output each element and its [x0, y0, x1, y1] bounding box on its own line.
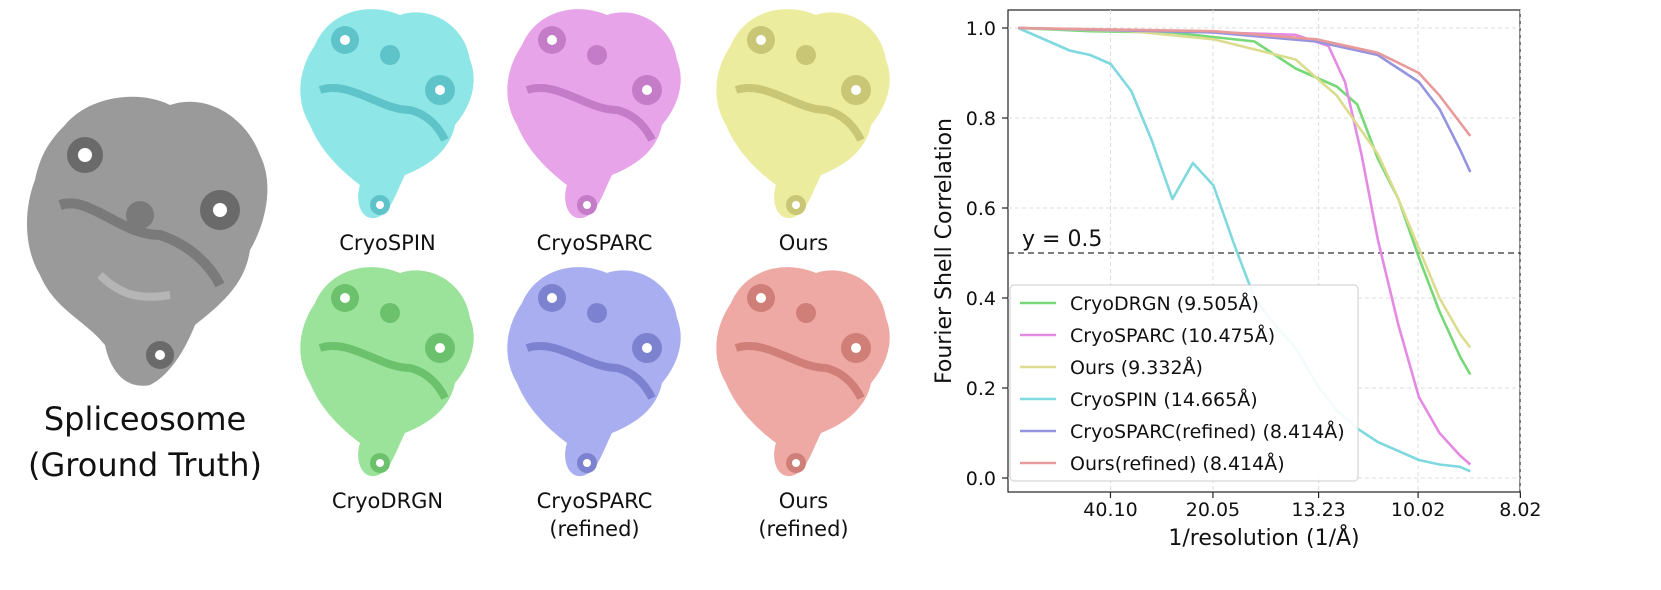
cryodrgn-caption: CryoDRGN	[280, 487, 495, 515]
cryosparc-refined-map	[507, 267, 681, 477]
series-line-5	[1018, 26, 1472, 137]
series-line-2	[1018, 26, 1472, 349]
cryodrgn-map	[300, 267, 474, 477]
ours-refined-caption-line2: (refined)	[758, 517, 849, 541]
cryospin-caption-line1: CryoSPIN	[339, 231, 436, 255]
ground-truth-map	[26, 96, 268, 386]
y-tick-label: 0.6	[966, 198, 996, 220]
legend-entry: CryoSPARC(refined) (8.414Å)	[1070, 420, 1345, 443]
legend-entry: CryoDRGN (9.505Å)	[1070, 292, 1259, 315]
cryosparc-refined-caption: CryoSPARC (refined)	[487, 487, 702, 543]
ground-truth-caption-line2: (Ground Truth)	[28, 446, 262, 484]
cryodrgn-caption-line1: CryoDRGN	[331, 489, 444, 513]
cryospin-caption: CryoSPIN	[280, 229, 495, 257]
ground-truth-caption: Spliceosome (Ground Truth)	[0, 396, 290, 488]
x-tick-label: 10.02	[1391, 499, 1445, 521]
y-tick-label: 1.0	[966, 18, 996, 40]
legend-box	[1009, 284, 1359, 482]
map-blob	[507, 267, 681, 477]
series-lines	[1017, 26, 1472, 473]
x-tick-label: 40.10	[1083, 499, 1137, 521]
axis-ticks: 0.0 0.2 0.4 0.6 0.8 1.0 40.10 20.05 13.23 10.02 8.…	[966, 18, 1542, 521]
map-blob	[300, 9, 474, 219]
legend-entry: Ours (9.332Å)	[1070, 356, 1203, 379]
y-tick-label: 0.4	[966, 288, 996, 310]
cryosparc-refined-caption-line2: (refined)	[549, 517, 640, 541]
reference-line-label: y = 0.5	[1022, 227, 1102, 252]
series-line-3	[1017, 26, 1471, 473]
series-line-4	[1018, 26, 1472, 173]
legend-entry: CryoSPIN (14.665Å)	[1070, 388, 1258, 411]
legend-entry: Ours(refined) (8.414Å)	[1070, 452, 1285, 475]
cryosparc-caption: CryoSPARC	[487, 229, 702, 257]
ground-truth-caption-line1: Spliceosome	[43, 400, 247, 438]
map-blob	[507, 9, 681, 219]
cryosparc-map	[507, 9, 681, 219]
x-tick-label: 8.02	[1499, 499, 1541, 521]
cryospin-map	[300, 9, 474, 219]
legend-entry: CryoSPARC (10.475Å)	[1070, 324, 1275, 347]
map-blob	[716, 9, 890, 219]
series-line-1	[1018, 26, 1472, 466]
x-tick-label: 13.23	[1291, 499, 1345, 521]
ground-truth-blob	[26, 96, 268, 386]
map-blob	[716, 267, 890, 477]
legend: CryoDRGN (9.505Å) CryoSPARC (10.475Å) Ours…	[1009, 284, 1359, 482]
cryosparc-refined-caption-line1: CryoSPARC	[536, 489, 653, 513]
ours-caption: Ours	[696, 229, 911, 257]
y-tick-label: 0.2	[966, 378, 996, 400]
x-axis-label: 1/resolution (1/Å)	[1168, 524, 1359, 551]
ours-refined-map	[716, 267, 890, 477]
ours-map	[716, 9, 890, 219]
cryosparc-caption-line1: CryoSPARC	[536, 231, 653, 255]
fsc-chart: 0.0 0.2 0.4 0.6 0.8 1.0 40.10 20.05 13.23 10.02 8.…	[932, 9, 1542, 551]
y-axis-label: Fourier Shell Correlation	[932, 118, 957, 384]
ours-refined-caption-line1: Ours	[778, 489, 829, 513]
map-blob	[300, 267, 474, 477]
ours-refined-caption: Ours (refined)	[696, 487, 911, 543]
x-tick-label: 20.05	[1186, 499, 1240, 521]
y-tick-label: 0.0	[966, 468, 996, 490]
y-tick-label: 0.8	[966, 108, 996, 130]
ours-caption-line1: Ours	[778, 231, 829, 255]
